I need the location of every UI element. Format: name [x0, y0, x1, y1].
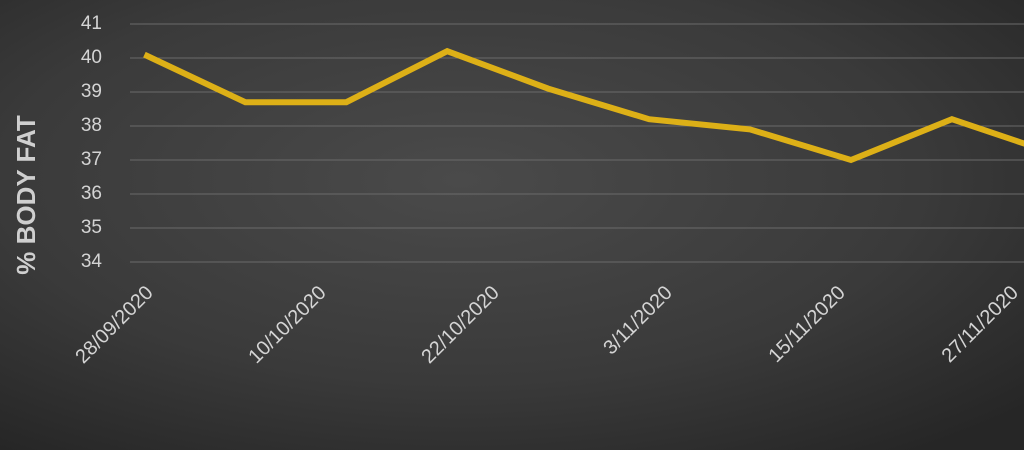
y-tick-label: 36: [81, 183, 102, 204]
y-tick-label: 39: [81, 81, 102, 102]
y-tick-label: 40: [81, 47, 102, 68]
y-axis-label: % BODY FAT: [11, 115, 41, 275]
y-tick-label: 38: [81, 115, 102, 136]
y-tick-label: 37: [81, 149, 102, 170]
data-line: [143, 47, 1024, 164]
y-tick-label: 41: [81, 13, 102, 34]
y-tick-label: 35: [81, 217, 102, 238]
y-tick-label: 34: [81, 251, 103, 272]
